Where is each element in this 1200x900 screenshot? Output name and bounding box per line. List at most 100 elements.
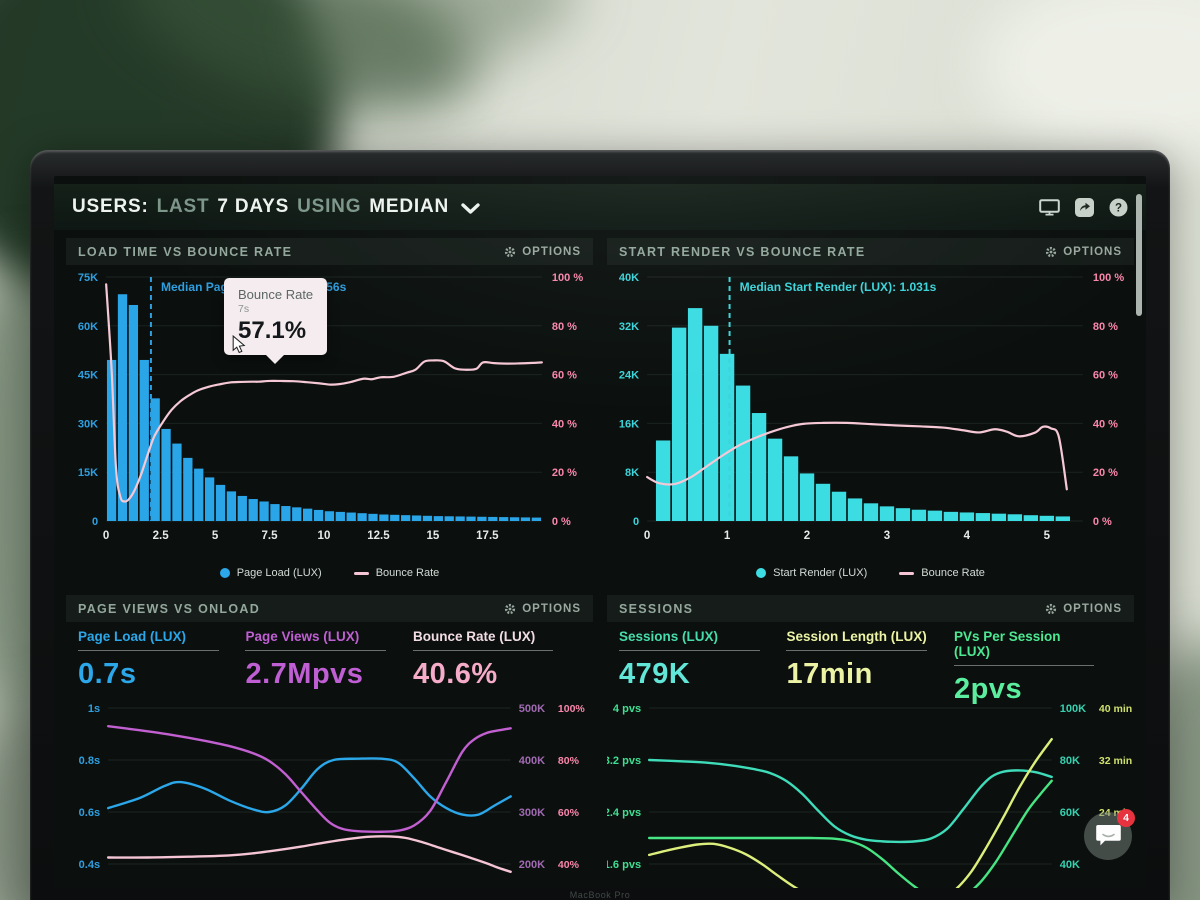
metric-pvs-per-session[interactable]: PVs Per Session (LUX) 2pvs xyxy=(953,629,1121,705)
dashboard-title-dropdown[interactable]: USERS: LAST 7 DAYS USING MEDIAN xyxy=(72,196,480,218)
tooltip-x-label: 7s xyxy=(238,303,250,315)
tooltip-series-label: Bounce Rate xyxy=(238,287,314,302)
wall-light-blur xyxy=(980,0,1200,160)
svg-text:60K: 60K xyxy=(1060,807,1080,819)
panel-header: PAGE VIEWS VS ONLOAD OPTIONS xyxy=(66,595,593,622)
chart-tooltip: Bounce Rate 7s 57.1% xyxy=(224,278,328,364)
metric-value: 0.7s xyxy=(78,658,137,690)
svg-text:75K: 75K xyxy=(78,272,98,284)
metric-value: 17min xyxy=(786,658,873,690)
svg-text:2.4 pvs: 2.4 pvs xyxy=(607,807,641,819)
legend-dot-icon xyxy=(219,568,230,578)
svg-text:500K: 500K xyxy=(519,703,545,715)
options-label: OPTIONS xyxy=(522,245,581,258)
svg-text:1.6 pvs: 1.6 pvs xyxy=(607,859,641,871)
chat-bubble-icon xyxy=(1095,825,1121,846)
svg-text:Median Start Render (LUX): 1.0: Median Start Render (LUX): 1.031s xyxy=(740,280,937,294)
share-icon[interactable] xyxy=(1075,197,1094,217)
panel-header: SESSIONS OPTIONS xyxy=(607,595,1134,622)
chevron-down-icon xyxy=(461,203,480,214)
legend-label: Bounce Rate xyxy=(921,567,985,579)
panel-title: START RENDER VS BOUNCE RATE xyxy=(619,244,866,259)
metric-bounce-rate[interactable]: Bounce Rate (LUX) 40.6% xyxy=(412,629,580,692)
svg-text:1s: 1s xyxy=(88,703,100,715)
metric-row: Page Load (LUX) 0.7s Page Views (LUX) 2.… xyxy=(66,622,593,692)
metric-label: Page Load (LUX) xyxy=(78,629,219,651)
options-button[interactable]: OPTIONS xyxy=(1045,603,1122,615)
svg-text:0: 0 xyxy=(633,516,639,528)
svg-text:0.4s: 0.4s xyxy=(79,859,100,871)
sessions-line-chart[interactable]: 4 pvs 100K 40 min 3.2 pvs 80K 32 min 2.4 pvs 60… xyxy=(607,694,1134,888)
legend-dot-icon xyxy=(756,568,767,578)
svg-text:300K: 300K xyxy=(519,807,545,819)
svg-text:400K: 400K xyxy=(519,755,545,767)
panel-header: LOAD TIME VS BOUNCE RATE OPTIONS xyxy=(66,238,593,265)
options-button[interactable]: OPTIONS xyxy=(504,603,581,615)
page-views-onload-line-chart[interactable]: 1s 500K 100% 0.8s 400K 80% 0.6s 300K 60% 0.4s 200K… xyxy=(66,694,593,888)
start-render-histogram-chart[interactable]: 40K 100 % 32K 80 % 24K 60 % 16K 40 % 8K 20 % 0 0 % 0… xyxy=(607,265,1134,563)
svg-text:32 min: 32 min xyxy=(1099,755,1132,767)
metric-page-views[interactable]: Page Views (LUX) 2.7Mpvs xyxy=(245,629,412,692)
svg-text:15: 15 xyxy=(426,530,439,542)
metric-value: 40.6% xyxy=(412,658,498,690)
chat-widget-button[interactable]: 4 xyxy=(1084,809,1135,860)
metric-label: Sessions (LUX) xyxy=(619,629,760,651)
laptop-brand-text: MacBook Pro xyxy=(569,890,631,900)
gear-icon xyxy=(505,603,516,614)
svg-text:0.8s: 0.8s xyxy=(79,755,100,767)
panel-page-views-vs-onload: PAGE VIEWS VS ONLOAD OPTIONS Page Load (… xyxy=(66,595,593,888)
svg-text:2: 2 xyxy=(804,530,810,542)
svg-text:60 %: 60 % xyxy=(552,370,577,382)
svg-text:20 %: 20 % xyxy=(552,467,577,479)
svg-text:40 %: 40 % xyxy=(1093,418,1118,430)
panel-grid: LOAD TIME VS BOUNCE RATE OPTIONS 75K 100 … xyxy=(66,238,1134,888)
svg-text:30K: 30K xyxy=(78,418,98,430)
header-actions: ? xyxy=(1039,197,1128,217)
panel-title: SESSIONS xyxy=(619,601,694,616)
legend-item-page-load[interactable]: Page Load (LUX) xyxy=(219,567,322,579)
svg-text:4: 4 xyxy=(964,530,971,542)
svg-text:100K: 100K xyxy=(1060,703,1086,715)
svg-text:100 %: 100 % xyxy=(552,272,583,284)
scrollbar-thumb[interactable] xyxy=(1136,194,1142,316)
svg-text:60K: 60K xyxy=(78,321,98,333)
svg-text:60 %: 60 % xyxy=(1093,370,1118,382)
metric-value: 479K xyxy=(619,658,691,690)
metric-page-load[interactable]: Page Load (LUX) 0.7s xyxy=(78,629,245,692)
legend-line-icon xyxy=(899,571,915,575)
svg-text:8K: 8K xyxy=(625,467,639,479)
notification-badge: 4 xyxy=(1117,809,1135,827)
legend-label: Start Render (LUX) xyxy=(773,567,868,579)
legend-item-bounce-rate[interactable]: Bounce Rate xyxy=(353,567,440,579)
legend-label: Bounce Rate xyxy=(375,567,440,579)
panel-start-render-vs-bounce-rate: START RENDER VS BOUNCE RATE OPTIONS 40K 1… xyxy=(607,238,1134,583)
options-button[interactable]: OPTIONS xyxy=(504,246,581,258)
title-part: USERS: xyxy=(72,196,149,217)
svg-text:80%: 80% xyxy=(558,755,580,767)
metric-label: Bounce Rate (LUX) xyxy=(412,629,554,651)
title-part: LAST xyxy=(156,196,210,217)
svg-text:10: 10 xyxy=(318,530,331,542)
svg-text:0.6s: 0.6s xyxy=(79,807,100,819)
legend-item-start-render[interactable]: Start Render (LUX) xyxy=(756,567,867,579)
options-button[interactable]: OPTIONS xyxy=(1045,246,1122,258)
legend-item-bounce-rate[interactable]: Bounce Rate xyxy=(899,567,985,579)
metric-session-length[interactable]: Session Length (LUX) 17min xyxy=(786,629,953,692)
svg-text:40K: 40K xyxy=(1060,859,1080,871)
options-label: OPTIONS xyxy=(1063,602,1122,615)
svg-text:60%: 60% xyxy=(558,807,580,819)
title-part: MEDIAN xyxy=(369,196,450,217)
legend-line-icon xyxy=(353,571,369,575)
svg-text:2.5: 2.5 xyxy=(153,530,170,542)
title-part: USING xyxy=(297,196,362,217)
monitor-icon[interactable] xyxy=(1039,198,1060,216)
gear-icon xyxy=(1046,246,1057,257)
svg-text:100%: 100% xyxy=(558,703,586,715)
metric-sessions[interactable]: Sessions (LUX) 479K xyxy=(619,629,786,692)
svg-text:0: 0 xyxy=(644,530,650,542)
svg-text:5: 5 xyxy=(1044,530,1051,542)
load-time-histogram-chart[interactable]: 75K 100 % 60K 80 % 45K 60 % 30K 40 % 15K 20 % 0 0 %… xyxy=(66,265,593,563)
help-icon[interactable]: ? xyxy=(1109,198,1128,217)
panel-load-time-vs-bounce-rate: LOAD TIME VS BOUNCE RATE OPTIONS 75K 100 … xyxy=(66,238,593,583)
panel-header: START RENDER VS BOUNCE RATE OPTIONS xyxy=(607,238,1134,265)
